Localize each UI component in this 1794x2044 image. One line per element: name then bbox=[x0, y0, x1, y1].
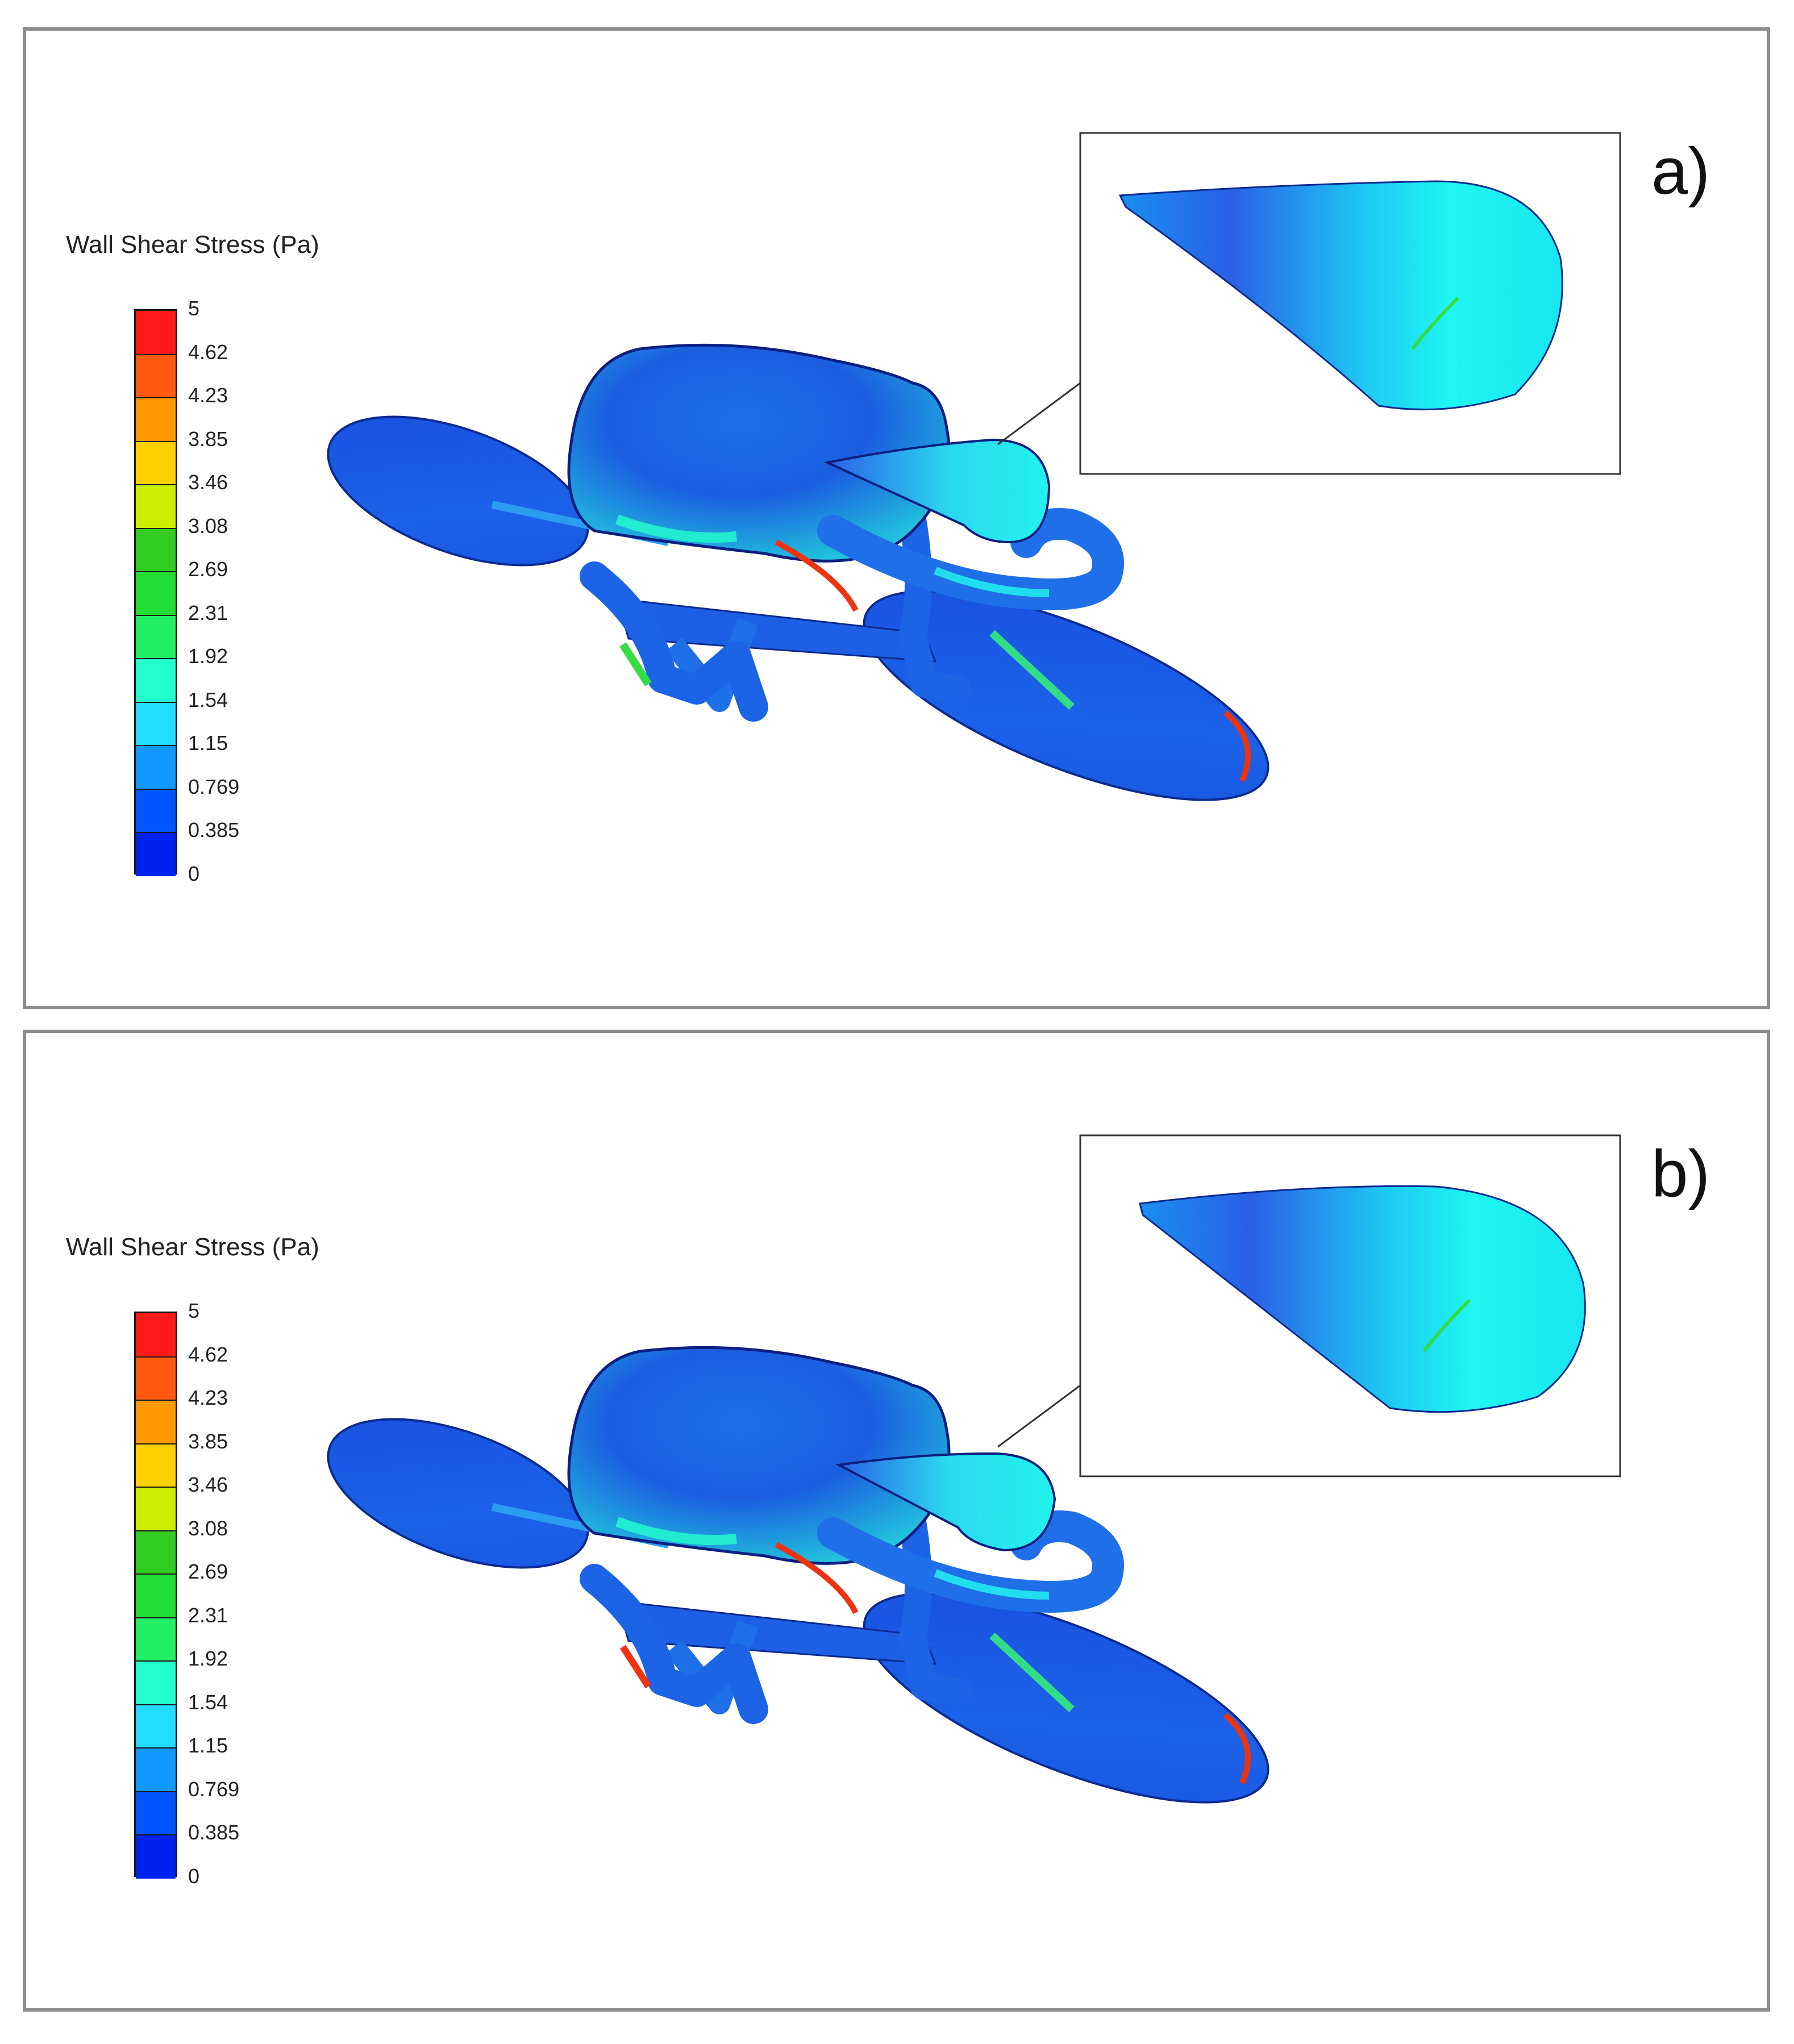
color-scale-segment bbox=[136, 484, 176, 528]
color-scale-tick-label: 1.54 bbox=[188, 1690, 228, 1714]
color-scale-tick-label: 5 bbox=[188, 1299, 200, 1322]
color-scale-tick-label: 0.385 bbox=[188, 1821, 240, 1845]
color-scale-bar bbox=[134, 309, 177, 876]
front-wheel bbox=[863, 1592, 1269, 1804]
color-scale-segment bbox=[136, 440, 176, 485]
color-scale-segment bbox=[136, 1747, 176, 1792]
helmet-inset-closeup bbox=[1118, 180, 1563, 411]
callout-line bbox=[997, 382, 1081, 446]
color-scale-segment bbox=[136, 1617, 176, 1662]
panel-label: b) bbox=[1651, 1137, 1710, 1210]
helmet bbox=[835, 1452, 1056, 1552]
color-scale-segment bbox=[136, 311, 176, 355]
color-scale-tick-label: 2.69 bbox=[188, 557, 228, 581]
legend-title: Wall Shear Stress (Pa) bbox=[66, 1233, 319, 1261]
color-scale-tick-label: 1.15 bbox=[188, 1734, 228, 1758]
front-leg bbox=[899, 1508, 972, 1706]
rear-wheel bbox=[327, 1418, 589, 1569]
panel-b: Wall Shear Stress (Pa) 5 4.62 4.23 3.85 3.46… bbox=[23, 1030, 1770, 2012]
color-scale-tick-label: 3.46 bbox=[188, 471, 228, 494]
rear-leg bbox=[580, 561, 768, 722]
helmet-inset-closeup bbox=[1139, 1185, 1586, 1413]
color-scale-tick-label: 1.15 bbox=[188, 731, 228, 755]
color-scale-tick-label: 0 bbox=[188, 1864, 200, 1888]
helmet bbox=[823, 438, 1051, 544]
color-scale-tick-label: 1.54 bbox=[188, 688, 228, 711]
color-scale-segment bbox=[136, 1573, 176, 1618]
color-scale-tick-label: 0.769 bbox=[188, 775, 240, 798]
color-scale-segment bbox=[136, 527, 176, 572]
color-scale-segment bbox=[136, 832, 176, 876]
color-scale-tick-label: 5 bbox=[188, 297, 200, 320]
color-scale-segment bbox=[136, 1834, 176, 1879]
color-scale-segment bbox=[136, 397, 176, 442]
color-scale-tick-label: 4.23 bbox=[188, 384, 228, 407]
color-scale-tick-label: 4.62 bbox=[188, 1342, 228, 1366]
color-scale-segment bbox=[136, 1313, 176, 1358]
color-scale-segment bbox=[136, 571, 176, 615]
color-scale-tick-label: 1.92 bbox=[188, 1647, 228, 1671]
panel-a: Wall Shear Stress (Pa) 5 4.62 4.23 3.85 3.46… bbox=[23, 27, 1770, 1009]
front-wheel bbox=[863, 590, 1269, 801]
color-scale-segment bbox=[136, 788, 176, 833]
color-scale-tick-label: 1.92 bbox=[188, 644, 228, 668]
color-scale-tick-label: 3.46 bbox=[188, 1473, 228, 1497]
color-scale-segment bbox=[136, 353, 176, 398]
color-scale-bar bbox=[134, 1312, 177, 1879]
color-scale-tick-label: 3.08 bbox=[188, 1516, 228, 1540]
rider-arm bbox=[817, 1510, 1124, 1613]
color-scale-tick-label: 2.31 bbox=[188, 1603, 228, 1627]
color-scale-segment bbox=[136, 614, 176, 659]
rear-wheel bbox=[327, 415, 589, 567]
rear-leg bbox=[580, 1564, 768, 1724]
color-scale-tick-label: 3.85 bbox=[188, 427, 228, 451]
color-scale-segment bbox=[136, 1791, 176, 1835]
cyclist-shear-stress-render-b bbox=[327, 1134, 1621, 1804]
color-scale-segment bbox=[136, 1660, 176, 1705]
front-leg bbox=[899, 506, 972, 703]
color-scale-segment bbox=[136, 658, 176, 702]
legend-title: Wall Shear Stress (Pa) bbox=[66, 231, 319, 259]
color-scale-tick-label: 0.385 bbox=[188, 818, 240, 842]
color-scale-tick-label: 3.85 bbox=[188, 1429, 228, 1453]
color-scale-segment bbox=[136, 1356, 176, 1401]
color-scale-segment bbox=[136, 701, 176, 746]
rider-torso bbox=[567, 343, 951, 563]
panel-label: a) bbox=[1651, 134, 1710, 208]
cyclist-shear-stress-render-a bbox=[327, 132, 1621, 801]
color-scale-tick-label: 2.69 bbox=[188, 1560, 228, 1584]
color-scale-segment bbox=[136, 1443, 176, 1488]
rider-arm bbox=[817, 508, 1124, 610]
color-scale-tick-label: 0 bbox=[188, 862, 200, 885]
color-scale-segment bbox=[136, 1487, 176, 1531]
color-scale-segment bbox=[136, 1704, 176, 1749]
color-scale-tick-label: 4.23 bbox=[188, 1386, 228, 1410]
rider-torso bbox=[567, 1346, 951, 1565]
color-scale-tick-label: 4.62 bbox=[188, 340, 228, 364]
callout-line bbox=[997, 1384, 1081, 1448]
color-scale-tick-label: 3.08 bbox=[188, 514, 228, 538]
color-scale-segment bbox=[136, 1530, 176, 1575]
color-scale-tick-label: 2.31 bbox=[188, 601, 228, 625]
color-scale-segment bbox=[136, 1400, 176, 1444]
color-scale-segment bbox=[136, 745, 176, 789]
color-scale-tick-label: 0.769 bbox=[188, 1777, 240, 1801]
